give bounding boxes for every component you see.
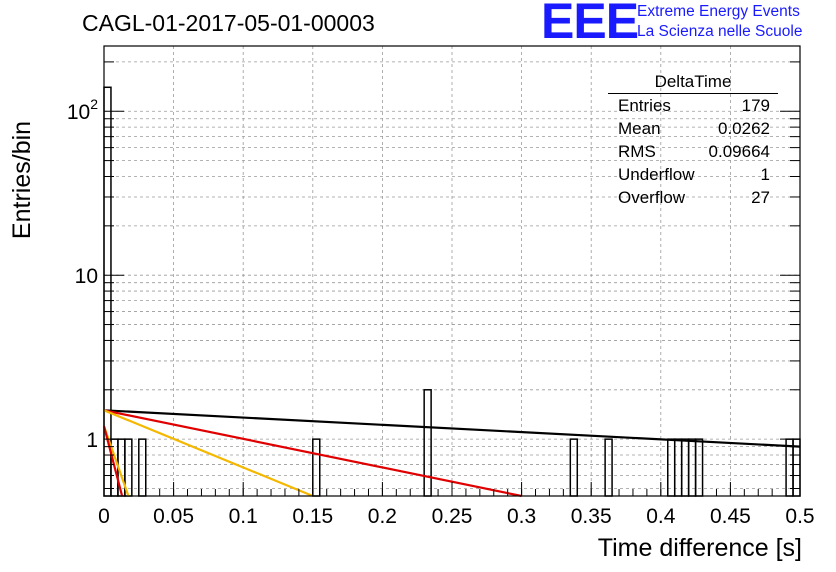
y-tick-label: 1 [86,429,98,452]
x-axis-label: Time difference [s] [597,534,802,562]
y-tick-label: 102 [67,96,98,124]
stats-title: DeltaTime [608,70,778,94]
x-tick-label: 0 [98,505,110,528]
stats-value: 27 [751,188,770,207]
stats-box: DeltaTime Entries 179 Mean 0.0262 RMS 0.096… [608,70,778,209]
histogram-bar [604,438,613,497]
stats-row: Mean 0.0262 [608,117,778,140]
x-tick-label: 0.25 [432,505,473,528]
x-tick-label: 0.5 [785,505,814,528]
stats-label: Underflow [618,165,695,184]
stats-value: 0.0262 [718,119,770,138]
y-axis-label: Entries/bin [8,120,36,240]
chart-title: CAGL-01-2017-05-01-00003 [82,10,375,36]
x-tick-label: 0.15 [292,505,333,528]
histogram-bar [667,438,676,497]
x-tick-label: 0.2 [368,505,397,528]
stats-value: 1 [760,165,770,184]
stats-label: Overflow [618,188,686,207]
stats-label: Mean [618,119,661,138]
stats-row: RMS 0.09664 [608,140,778,163]
fit-lines [102,409,801,498]
stats-label: Entries [618,96,671,115]
x-tick-label: 0.4 [646,505,676,528]
fit-line [103,409,522,498]
x-tick-label: 0.1 [229,505,258,528]
histogram-bar [694,438,704,497]
x-tick-label: 0.45 [710,505,751,528]
stats-label: RMS [618,142,656,161]
histogram-bar [785,438,794,497]
axis-ticks [103,61,801,496]
histogram-bar [680,438,690,497]
histogram-bar [423,389,432,497]
eee-logo: EEE [541,0,639,49]
x-tick-label: 0.05 [153,505,194,528]
stats-value: 179 [741,96,770,115]
grid-lines [104,46,800,496]
logo-caption-line1: Extreme Energy Events [637,3,800,20]
x-tick-label: 0.3 [507,505,536,528]
axis-tick-labels: 0 0.05 0.1 0.15 0.2 0.25 0.3 0.35 0.4 0.45 0.5 1 10 1… [67,96,815,528]
fit-line [102,425,124,497]
histogram-bar [792,438,801,497]
logo-caption-line2: La Scienza nelle Scuole [637,23,803,40]
stats-row: Entries 179 [608,94,778,117]
x-tick-label: 0.35 [571,505,612,528]
logo-caption: Extreme Energy Events La Scienza nelle S… [637,2,802,42]
histogram-bar [673,438,683,497]
stats-value: 0.09664 [708,142,770,161]
histogram-bar [312,438,321,497]
histogram-bar [687,438,697,497]
histogram-bar [138,438,147,497]
y-tick-label: 10 [75,265,98,288]
fit-line [103,409,801,448]
stats-row: Underflow 1 [608,163,778,186]
fit-line [103,409,314,498]
histogram-bar [569,438,579,497]
stats-row: Overflow 27 [608,186,778,209]
